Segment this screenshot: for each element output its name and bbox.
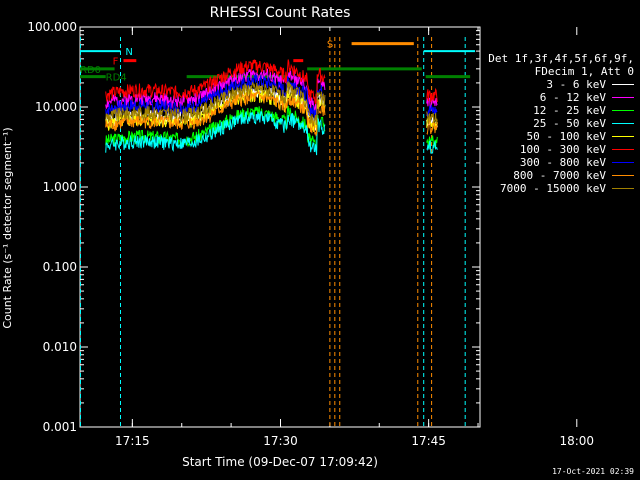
y-tick-label: 0.010	[43, 340, 77, 354]
y-axis-label: Count Rate (s⁻¹ detector segment⁻¹)	[1, 127, 14, 328]
legend-swatch	[612, 188, 634, 189]
legend-entry-label: 100 - 300 keV	[519, 143, 606, 156]
series-line	[105, 110, 326, 156]
flag-label: F	[113, 57, 119, 68]
series-line	[105, 59, 326, 105]
x-tick-label: 17:30	[263, 434, 298, 448]
x-axis-label: Start Time (09-Dec-07 17:09:42)	[182, 455, 378, 469]
legend-entry: 300 - 800 keV	[488, 156, 634, 169]
legend-rows: 3 - 6 keV 6 - 12 keV 12 - 25 keV 25 - 50 ke…	[488, 78, 634, 195]
legend-swatch	[612, 110, 634, 111]
legend-entry: 50 - 100 keV	[488, 130, 634, 143]
y-tick-label: 10.000	[35, 100, 77, 114]
legend-entry: 7000 - 15000 keV	[488, 182, 634, 195]
legend-swatch	[612, 123, 634, 124]
x-tick-label: 17:15	[115, 434, 150, 448]
y-tick-label: 100.000	[27, 20, 77, 34]
legend-header-2: FDecim 1, Att 0	[534, 65, 634, 78]
legend-entry-label: 3 - 6 keV	[546, 78, 606, 91]
chart-title: RHESSI Count Rates	[210, 5, 351, 21]
legend-entry-label: 6 - 12 keV	[539, 91, 606, 104]
flag-label: N	[125, 47, 132, 58]
legend-swatch	[612, 175, 634, 176]
series-line	[105, 90, 326, 137]
legend-swatch	[612, 162, 634, 163]
flag-label: S	[327, 40, 333, 51]
series-lines	[105, 59, 438, 156]
timestamp: 17-Oct-2021 02:39	[552, 467, 634, 476]
y-tick-label: 1.000	[43, 180, 77, 194]
series-line	[426, 87, 438, 103]
legend-header-1: Det 1f,3f,4f,5f,6f,9f,	[488, 52, 634, 65]
flag-label: RD4	[106, 73, 127, 84]
legend-entry: 3 - 6 keV	[488, 78, 634, 91]
legend-swatch	[612, 84, 634, 85]
y-tick-label: 0.100	[43, 260, 77, 274]
flag-label: RD0	[80, 65, 101, 76]
legend-swatch	[612, 149, 634, 150]
x-tick-label: 18:00	[559, 434, 594, 448]
series-line	[426, 111, 438, 125]
legend-entry: 100 - 300 keV	[488, 143, 634, 156]
y-tick-label: 0.001	[43, 420, 77, 434]
legend: Det 1f,3f,4f,5f,6f,9f, FDecim 1, Att 0 3…	[488, 52, 634, 195]
legend-entry: 6 - 12 keV	[488, 91, 634, 104]
series-line	[105, 80, 326, 128]
legend-entry-label: 7000 - 15000 keV	[500, 182, 606, 195]
legend-swatch	[612, 136, 634, 137]
legend-entry: 12 - 25 keV	[488, 104, 634, 117]
legend-entry: 25 - 50 keV	[488, 117, 634, 130]
legend-entry-label: 800 - 7000 keV	[513, 169, 606, 182]
series-line	[105, 73, 326, 122]
legend-entry-label: 300 - 800 keV	[519, 156, 606, 169]
legend-swatch	[612, 97, 634, 98]
legend-entry: 800 - 7000 keV	[488, 169, 634, 182]
x-tick-label: 17:45	[411, 434, 446, 448]
series-line	[426, 140, 438, 154]
series-line	[105, 105, 326, 151]
flag-bars: NF RD0 RD4 S	[79, 37, 476, 427]
legend-entry-label: 50 - 100 keV	[526, 130, 606, 143]
legend-entry-label: 12 - 25 keV	[533, 104, 606, 117]
legend-entry-label: 25 - 50 keV	[533, 117, 606, 130]
